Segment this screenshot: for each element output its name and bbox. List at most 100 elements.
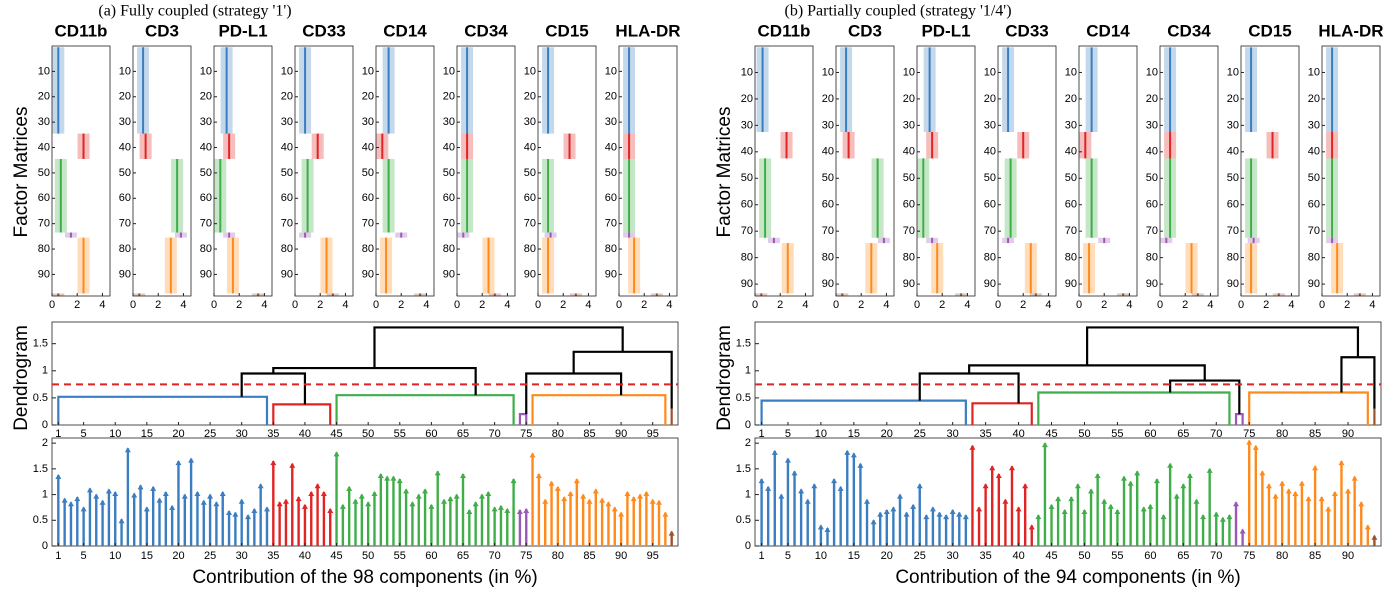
y-tick-label: 20 <box>605 91 617 103</box>
stem-head <box>1127 480 1134 486</box>
y-tick-label: 30 <box>38 116 50 128</box>
y-tick-label: 40 <box>119 141 131 153</box>
y-tick-label: 80 <box>362 243 374 255</box>
stem-head <box>497 504 504 510</box>
y-tick-label: 60 <box>822 199 834 211</box>
x-tick-label: 2 <box>560 299 566 311</box>
y-tick-label: 90 <box>119 268 131 280</box>
stem-head <box>1305 496 1312 502</box>
cluster-branch <box>531 394 667 425</box>
marker-header: HLA-DR <box>615 21 680 40</box>
stem-head <box>1279 480 1286 486</box>
stem-head <box>282 498 289 504</box>
stem-head <box>1081 509 1088 514</box>
stem-head <box>817 524 824 530</box>
x-tick-label: 85 <box>583 428 595 440</box>
stem-head <box>1193 498 1200 504</box>
y-tick-label: 20 <box>38 91 50 103</box>
marker-header: CD14 <box>383 21 427 40</box>
x-axis-label: Contribution of the 94 components (in %) <box>895 567 1240 588</box>
y-tick-label: 20 <box>1308 93 1320 105</box>
stem-head <box>112 491 119 496</box>
stem-head <box>1167 462 1174 468</box>
x-tick-label: 5 <box>81 428 87 440</box>
y-tick-label: 10 <box>200 65 212 77</box>
x-tick-label: 30 <box>236 428 248 440</box>
panel: (b) Partially coupled (strategy '1/4') Fa… <box>714 3 1384 588</box>
stem-head <box>662 511 669 517</box>
y-tick-label: 0.5 <box>736 392 751 404</box>
stem-head <box>188 457 195 463</box>
x-tick-label: 30 <box>947 550 959 562</box>
y-tick-label: 60 <box>200 192 212 204</box>
stem-head <box>415 493 422 499</box>
axis-frame <box>754 321 1382 426</box>
x-tick-label: 4 <box>1288 299 1294 311</box>
x-tick-label: 4 <box>1045 299 1051 311</box>
y-tick-label: 70 <box>605 218 617 230</box>
stem-head <box>1371 534 1378 540</box>
y-tick-label: 70 <box>741 225 753 237</box>
x-tick-label: 35 <box>980 550 992 562</box>
y-tick-label: 90 <box>281 268 293 280</box>
stem-head <box>434 470 441 476</box>
stem-head <box>1206 467 1213 473</box>
x-tick-label: 90 <box>615 428 627 440</box>
stem-head <box>276 501 283 507</box>
y-tick-label: 20 <box>984 93 996 105</box>
x-tick-label: 2 <box>155 299 161 311</box>
y-tick-label: 1.5 <box>736 338 751 350</box>
y-tick-label: 80 <box>1065 252 1077 264</box>
x-tick-label: 5 <box>785 550 791 562</box>
stem-head <box>929 506 936 512</box>
y-tick-label: 80 <box>119 243 131 255</box>
y-tick-label: 40 <box>822 146 834 158</box>
y-tick-label: 60 <box>1227 199 1239 211</box>
stem-head <box>1101 498 1108 504</box>
cluster-branch <box>1234 413 1244 425</box>
stem-head <box>765 485 772 491</box>
y-tick-label: 90 <box>984 278 996 290</box>
y-tick-label: 60 <box>1065 199 1077 211</box>
stem-head <box>352 498 359 504</box>
stem-head <box>542 498 549 504</box>
x-tick-label: 0 <box>292 299 298 311</box>
y-tick-label: 20 <box>1227 93 1239 105</box>
stem-head <box>1041 442 1048 448</box>
axis-frame <box>835 45 895 297</box>
stem-head <box>784 457 791 463</box>
stem-head <box>1213 511 1220 517</box>
x-tick-label: 2 <box>939 299 945 311</box>
stem-head <box>1022 483 1029 489</box>
merge-link <box>1086 326 1360 366</box>
y-tick-label: 50 <box>984 172 996 184</box>
x-tick-label: 90 <box>1342 428 1354 440</box>
marker-header: CD3 <box>848 21 882 40</box>
stem-head <box>504 507 511 513</box>
y-tick-label: 0 <box>745 540 751 552</box>
x-tick-label: 2 <box>74 299 80 311</box>
x-tick-label: 4 <box>504 299 510 311</box>
y-tick-label: 40 <box>200 141 212 153</box>
x-tick-label: 80 <box>552 550 564 562</box>
y-tick-label: 90 <box>38 268 50 280</box>
stem-head <box>1035 514 1042 520</box>
x-tick-label: 50 <box>1078 428 1090 440</box>
cluster-branch <box>1037 391 1231 425</box>
panel-title: (a) Fully coupled (strategy '1') <box>98 3 291 20</box>
axis-frame <box>51 45 111 297</box>
y-tick-label: 10 <box>822 66 834 78</box>
stem-head <box>257 483 264 489</box>
y-tick-label: 1.5 <box>33 463 48 475</box>
y-tick-label: 70 <box>984 225 996 237</box>
x-tick-label: 1 <box>759 550 765 562</box>
x-tick-label: 80 <box>1276 428 1288 440</box>
x-tick-label: 10 <box>815 550 827 562</box>
stem-head <box>1239 528 1246 534</box>
stem-head <box>989 465 996 471</box>
x-tick-label: 4 <box>1369 299 1375 311</box>
x-tick-label: 25 <box>204 550 216 562</box>
x-tick-label: 0 <box>130 299 136 311</box>
x-tick-label: 75 <box>520 428 532 440</box>
y-tick-label: 30 <box>200 116 212 128</box>
